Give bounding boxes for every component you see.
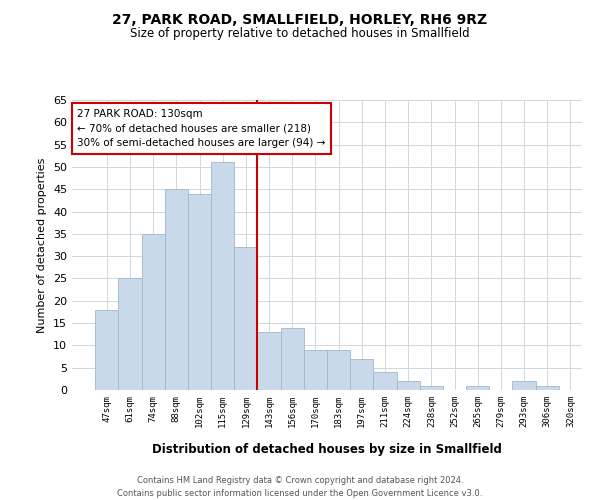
Bar — [118, 278, 142, 390]
Bar — [373, 372, 397, 390]
Bar — [142, 234, 165, 390]
Bar — [327, 350, 350, 390]
Bar — [165, 189, 188, 390]
Bar — [350, 359, 373, 390]
Bar — [188, 194, 211, 390]
Bar — [95, 310, 118, 390]
Bar — [420, 386, 443, 390]
Bar — [211, 162, 234, 390]
Text: Distribution of detached houses by size in Smallfield: Distribution of detached houses by size … — [152, 442, 502, 456]
Y-axis label: Number of detached properties: Number of detached properties — [37, 158, 47, 332]
Text: Size of property relative to detached houses in Smallfield: Size of property relative to detached ho… — [130, 28, 470, 40]
Bar — [397, 381, 420, 390]
Bar — [512, 381, 536, 390]
Bar — [536, 386, 559, 390]
Text: 27 PARK ROAD: 130sqm
← 70% of detached houses are smaller (218)
30% of semi-deta: 27 PARK ROAD: 130sqm ← 70% of detached h… — [77, 108, 325, 148]
Bar — [304, 350, 327, 390]
Bar — [257, 332, 281, 390]
Bar — [466, 386, 489, 390]
Text: 27, PARK ROAD, SMALLFIELD, HORLEY, RH6 9RZ: 27, PARK ROAD, SMALLFIELD, HORLEY, RH6 9… — [112, 12, 488, 26]
Bar — [234, 247, 257, 390]
Text: Contains HM Land Registry data © Crown copyright and database right 2024.
Contai: Contains HM Land Registry data © Crown c… — [118, 476, 482, 498]
Bar — [281, 328, 304, 390]
